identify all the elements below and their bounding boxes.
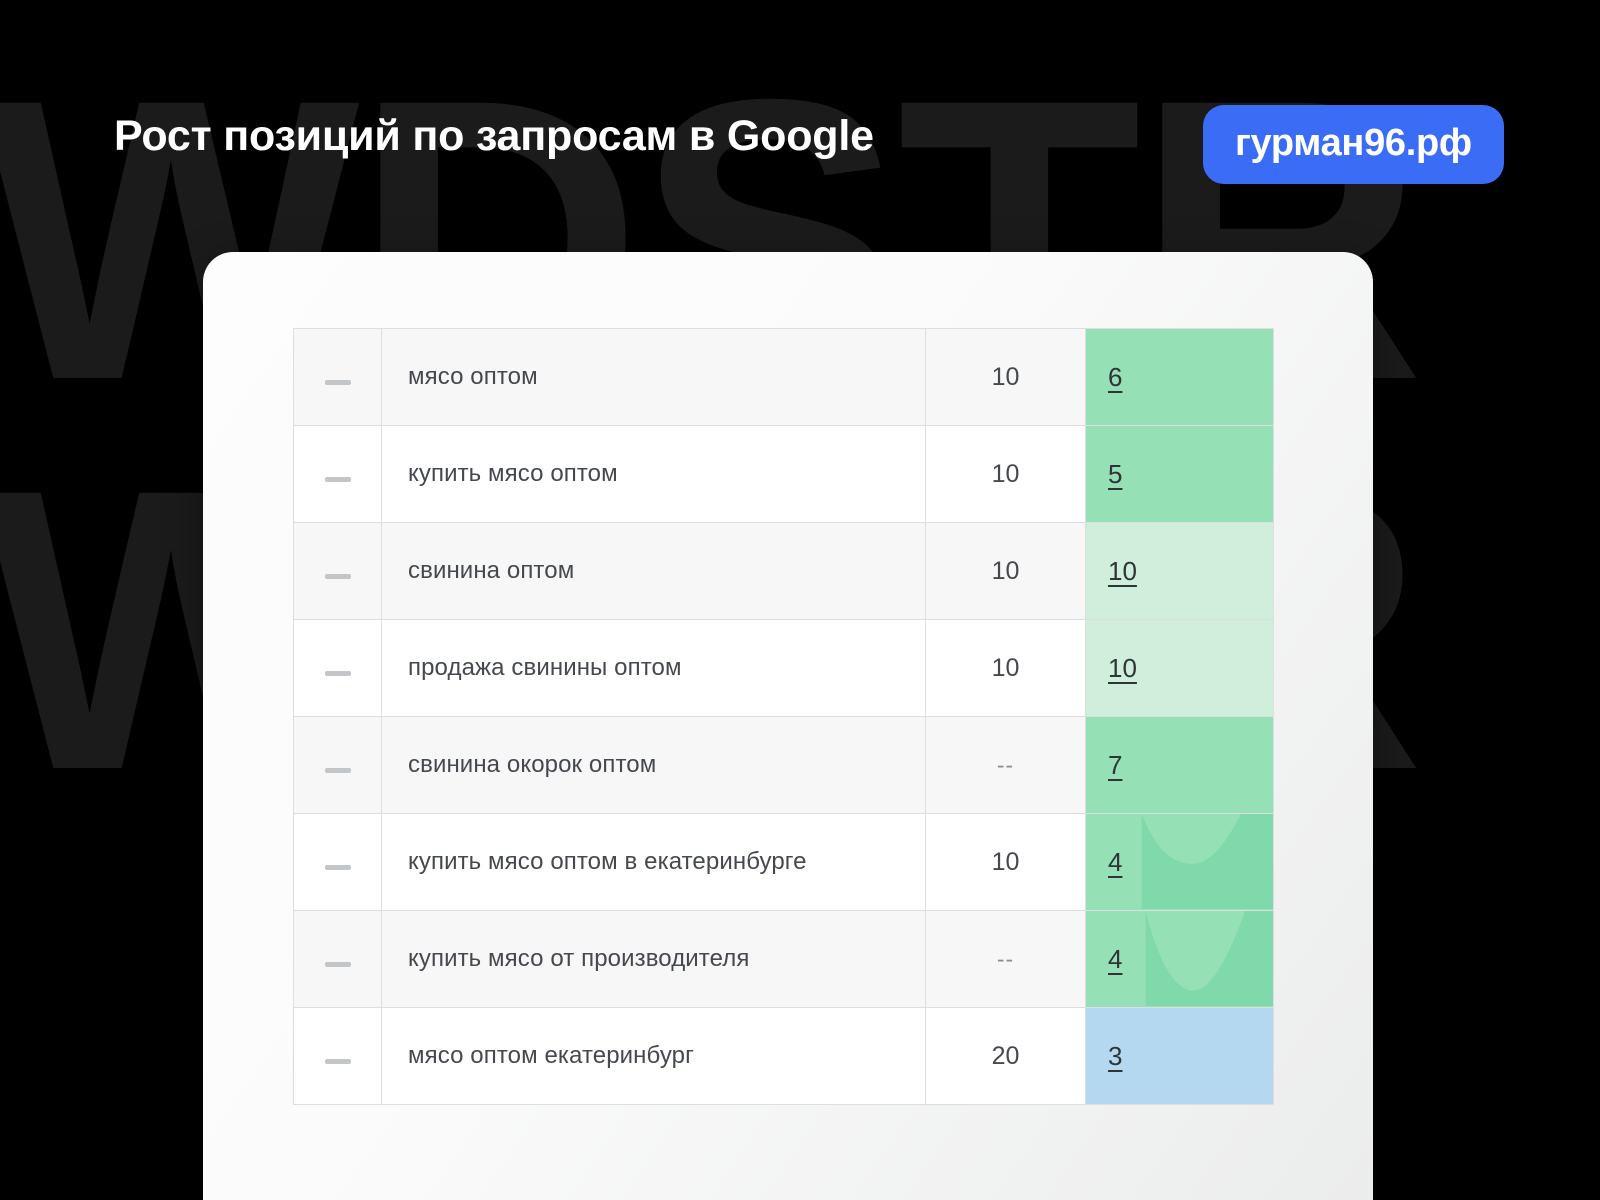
query-cell: купить мясо от производителя — [381, 910, 926, 1008]
dash-icon — [324, 670, 351, 676]
dash-icon — [324, 864, 351, 870]
new-position-value: 6 — [1108, 361, 1123, 392]
new-position-value: 10 — [1108, 652, 1137, 683]
query-cell: купить мясо оптом в екатеринбурге — [381, 813, 926, 911]
dash-icon — [324, 961, 351, 967]
indicator-cell — [293, 813, 382, 911]
site-badge: гурман96.рф — [1203, 105, 1504, 184]
new-position-value: 4 — [1108, 943, 1123, 974]
indicator-cell — [293, 522, 382, 620]
indicator-cell — [293, 425, 382, 523]
indicator-cell — [293, 716, 382, 814]
indicator-cell — [293, 1007, 382, 1105]
new-position-value: 7 — [1108, 749, 1123, 780]
new-position-value: 10 — [1108, 555, 1137, 586]
no-data-marker: -- — [996, 751, 1015, 778]
old-position-cell: 20 — [925, 1007, 1086, 1105]
new-position-cell[interactable]: 10 — [1085, 522, 1274, 620]
ranking-table: мясо оптом 10 6 купить мясо оптом 10 5 — [293, 328, 1274, 1105]
table-row[interactable]: продажа свинины оптом 10 10 — [293, 619, 1274, 717]
table-row[interactable]: купить мясо оптом в екатеринбурге 10 4 — [293, 813, 1274, 911]
dash-icon — [324, 476, 351, 482]
new-position-cell[interactable]: 10 — [1085, 619, 1274, 717]
query-cell: мясо оптом — [381, 328, 926, 426]
old-position-cell: 10 — [925, 619, 1086, 717]
dash-icon — [324, 1058, 351, 1064]
dash-icon — [324, 573, 351, 579]
new-position-cell[interactable]: 5 — [1085, 425, 1274, 523]
old-position-cell: 10 — [925, 328, 1086, 426]
query-cell: мясо оптом екатеринбург — [381, 1007, 926, 1105]
query-cell: свинина оптом — [381, 522, 926, 620]
indicator-cell — [293, 328, 382, 426]
table-row[interactable]: купить мясо оптом 10 5 — [293, 425, 1274, 523]
old-position-cell: -- — [925, 716, 1086, 814]
table-row[interactable]: свинина окорок оптом -- 7 — [293, 716, 1274, 814]
no-data-marker: -- — [996, 945, 1015, 972]
new-position-cell[interactable]: 4 — [1085, 910, 1274, 1008]
new-position-cell[interactable]: 4 — [1085, 813, 1274, 911]
new-position-value: 5 — [1108, 458, 1123, 489]
table-row[interactable]: мясо оптом екатеринбург 20 3 — [293, 1007, 1274, 1105]
table-row[interactable]: свинина оптом 10 10 — [293, 522, 1274, 620]
new-position-value: 3 — [1108, 1040, 1123, 1071]
new-position-cell[interactable]: 6 — [1085, 328, 1274, 426]
old-position-cell: 10 — [925, 813, 1086, 911]
table-row[interactable]: купить мясо от производителя -- 4 — [293, 910, 1274, 1008]
old-position-cell: -- — [925, 910, 1086, 1008]
new-position-cell[interactable]: 3 — [1085, 1007, 1274, 1105]
new-position-cell[interactable]: 7 — [1085, 716, 1274, 814]
dash-icon — [324, 767, 351, 773]
query-cell: свинина окорок оптом — [381, 716, 926, 814]
table-row[interactable]: мясо оптом 10 6 — [293, 328, 1274, 426]
indicator-cell — [293, 910, 382, 1008]
indicator-cell — [293, 619, 382, 717]
dash-icon — [324, 379, 351, 385]
page-title: Рост позиций по запросам в Google — [114, 112, 874, 160]
query-cell: продажа свинины оптом — [381, 619, 926, 717]
query-cell: купить мясо оптом — [381, 425, 926, 523]
old-position-cell: 10 — [925, 425, 1086, 523]
old-position-cell: 10 — [925, 522, 1086, 620]
new-position-value: 4 — [1108, 846, 1123, 877]
report-screenshot-card: мясо оптом 10 6 купить мясо оптом 10 5 — [203, 252, 1373, 1200]
